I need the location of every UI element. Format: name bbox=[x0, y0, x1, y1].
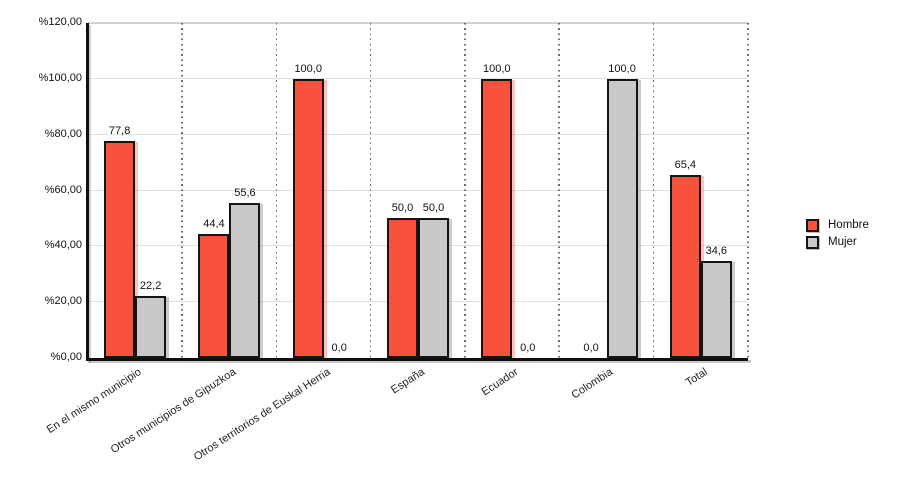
legend-item: Mujer bbox=[806, 236, 869, 249]
legend-swatch-icon bbox=[806, 219, 819, 232]
bar bbox=[104, 140, 136, 358]
y-tick-label: %60,00 bbox=[44, 183, 82, 196]
bar bbox=[229, 202, 261, 358]
value-label: 100,0 bbox=[294, 62, 322, 75]
value-label: 22,2 bbox=[139, 280, 162, 293]
bar bbox=[700, 261, 732, 358]
category-separator bbox=[275, 23, 278, 358]
bar bbox=[292, 78, 324, 358]
gridline bbox=[88, 189, 748, 191]
category-separator bbox=[181, 23, 183, 358]
bar bbox=[418, 218, 449, 358]
legend: Hombre Mujer bbox=[806, 219, 869, 249]
value-label: 77,8 bbox=[108, 124, 131, 137]
x-axis-line bbox=[86, 358, 748, 361]
gridline bbox=[88, 22, 748, 24]
y-axis-line bbox=[86, 23, 89, 361]
value-label: 100,0 bbox=[608, 62, 636, 75]
bar bbox=[606, 78, 638, 358]
value-label: 0,0 bbox=[331, 342, 347, 354]
category-separator bbox=[464, 23, 466, 358]
y-tick-label: %0,00 bbox=[50, 351, 82, 363]
gridline bbox=[88, 77, 748, 79]
y-tick-label: %20,00 bbox=[44, 295, 82, 308]
category-separator bbox=[747, 23, 749, 358]
value-label: 100,0 bbox=[483, 62, 511, 75]
gridline bbox=[88, 133, 748, 135]
y-tick-label: %80,00 bbox=[44, 127, 82, 140]
legend-item: Hombre bbox=[806, 219, 869, 232]
category-label: Colombia bbox=[569, 366, 616, 402]
legend-label: Mujer bbox=[828, 236, 857, 248]
category-label: Ecuador bbox=[479, 366, 521, 399]
bar bbox=[481, 78, 513, 358]
legend-swatch-icon bbox=[806, 236, 819, 249]
bar bbox=[135, 296, 167, 358]
category-label: Total bbox=[683, 366, 710, 389]
value-label: 50,0 bbox=[391, 202, 414, 215]
bar bbox=[387, 218, 418, 358]
category-label: España bbox=[388, 366, 427, 397]
y-tick-label: %40,00 bbox=[44, 239, 82, 252]
category-separator bbox=[652, 23, 655, 358]
y-tick-label: %120,00 bbox=[38, 16, 82, 28]
bar bbox=[198, 234, 230, 358]
y-tick-label: %100,00 bbox=[38, 71, 82, 84]
legend-label: Hombre bbox=[828, 219, 869, 231]
category-separator bbox=[369, 23, 372, 358]
value-label: 44,4 bbox=[203, 218, 225, 231]
value-label: 0,0 bbox=[583, 342, 599, 354]
category-label: En el mismo municipio bbox=[44, 366, 144, 436]
value-label: 55,6 bbox=[234, 186, 256, 199]
bar bbox=[669, 175, 701, 358]
value-label: 50,0 bbox=[422, 202, 445, 215]
value-label: 34,6 bbox=[705, 245, 728, 258]
value-label: 0,0 bbox=[520, 342, 536, 354]
value-label: 65,4 bbox=[674, 159, 697, 172]
category-separator bbox=[558, 23, 560, 358]
